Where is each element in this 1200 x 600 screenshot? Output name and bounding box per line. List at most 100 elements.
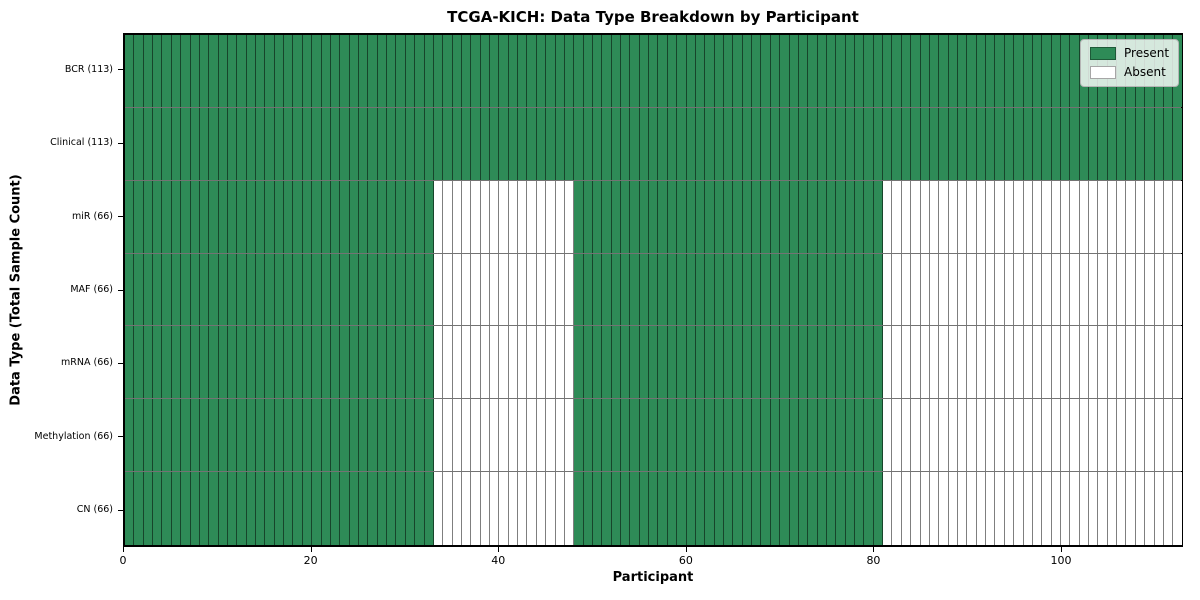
heatmap-cell	[1117, 399, 1127, 472]
heatmap-cell	[452, 326, 462, 399]
heatmap-cell	[574, 326, 584, 399]
heatmap-cell	[583, 399, 593, 472]
heatmap-cell	[1023, 399, 1033, 472]
heatmap-cell	[321, 253, 331, 326]
heatmap-cell	[1089, 472, 1099, 545]
heatmap-cell	[1004, 399, 1015, 472]
heatmap-cell	[564, 399, 575, 472]
heatmap-cell	[461, 253, 472, 326]
heatmap-cell	[592, 35, 603, 107]
heatmap-cell	[752, 253, 762, 326]
heatmap-cell	[415, 180, 425, 253]
heatmap-cell	[405, 326, 416, 399]
heatmap-cell	[1042, 326, 1052, 399]
heatmap-cell	[995, 399, 1005, 472]
heatmap-cell	[546, 399, 556, 472]
heatmap-cell	[574, 472, 584, 545]
heatmap-cell	[667, 35, 678, 107]
heatmap-cell	[817, 180, 827, 253]
heatmap-cell	[611, 253, 622, 326]
heatmap-cell	[957, 180, 968, 253]
heatmap-cell	[1079, 180, 1090, 253]
heatmap-cell	[162, 472, 172, 545]
heatmap-cell	[733, 253, 743, 326]
heatmap-cell	[1023, 326, 1033, 399]
heatmap-cell	[920, 399, 930, 472]
heatmap-cell	[134, 472, 144, 545]
legend-label: Present	[1124, 46, 1170, 60]
heatmap-cell	[864, 35, 874, 107]
heatmap-cell	[667, 107, 678, 180]
heatmap-cell	[995, 326, 1005, 399]
heatmap-cell	[1032, 472, 1043, 545]
heatmap-cell	[302, 107, 313, 180]
heatmap-cell	[508, 326, 519, 399]
heatmap-cell	[826, 35, 837, 107]
heatmap-cell	[939, 35, 949, 107]
heatmap-cell	[536, 107, 547, 180]
heatmap-cell	[480, 107, 491, 180]
heatmap-cell	[518, 180, 528, 253]
heatmap-cell	[780, 35, 790, 107]
heatmap-cell	[883, 180, 893, 253]
heatmap-cell	[873, 326, 884, 399]
heatmap-cell	[967, 253, 977, 326]
heatmap-cell	[546, 326, 556, 399]
heatmap-cell	[667, 253, 678, 326]
heatmap-cell	[1098, 107, 1108, 180]
heatmap-cell	[583, 180, 593, 253]
heatmap-cell	[265, 399, 275, 472]
heatmap-cell	[995, 253, 1005, 326]
heatmap-cell	[901, 253, 912, 326]
heatmap-cell	[855, 107, 865, 180]
heatmap-cell	[611, 180, 622, 253]
heatmap-cell	[611, 399, 622, 472]
heatmap-cell	[920, 326, 930, 399]
heatmap-cell	[246, 253, 257, 326]
heatmap-cell	[901, 35, 912, 107]
heatmap-cell	[293, 326, 303, 399]
heatmap-cell	[658, 472, 668, 545]
heatmap-cell	[901, 399, 912, 472]
heatmap-cell	[611, 472, 622, 545]
heatmap-cell	[892, 472, 902, 545]
heatmap-cell	[602, 326, 612, 399]
heatmap-cell	[817, 107, 827, 180]
heatmap-cell	[873, 472, 884, 545]
heatmap-cell	[415, 472, 425, 545]
heatmap-cell	[536, 253, 547, 326]
heatmap-cell	[724, 472, 734, 545]
heatmap-cell	[649, 326, 659, 399]
heatmap-cell	[1032, 399, 1043, 472]
heatmap-cell	[1070, 472, 1080, 545]
heatmap-cell	[555, 326, 565, 399]
heatmap-cell	[957, 399, 968, 472]
heatmap-cell	[527, 107, 537, 180]
heatmap-cell	[227, 253, 238, 326]
heatmap-cell	[808, 107, 818, 180]
heatmap-cell	[490, 253, 500, 326]
heatmap-cell	[798, 399, 809, 472]
heatmap-cell	[237, 326, 247, 399]
heatmap-cell	[789, 35, 799, 107]
heatmap-cell	[527, 399, 537, 472]
heatmap-cell	[677, 35, 687, 107]
heatmap-cell	[1042, 399, 1052, 472]
heatmap-cell	[929, 253, 940, 326]
heatmap-cell	[321, 472, 331, 545]
heatmap-cell	[911, 472, 921, 545]
heatmap-cell	[789, 107, 799, 180]
heatmap-cell	[1070, 180, 1080, 253]
heatmap-cell	[621, 326, 631, 399]
heatmap-cell	[574, 107, 584, 180]
heatmap-cell	[1145, 399, 1155, 472]
heatmap-cell	[1042, 180, 1052, 253]
x-tick-label: 40	[491, 554, 506, 567]
heatmap-cell	[1098, 253, 1108, 326]
heatmap-cell	[396, 35, 406, 107]
heatmap-cell	[1145, 326, 1155, 399]
heatmap-cell	[574, 253, 584, 326]
heatmap-cell	[714, 472, 724, 545]
heatmap-cell	[592, 399, 603, 472]
heatmap-cell	[714, 107, 724, 180]
